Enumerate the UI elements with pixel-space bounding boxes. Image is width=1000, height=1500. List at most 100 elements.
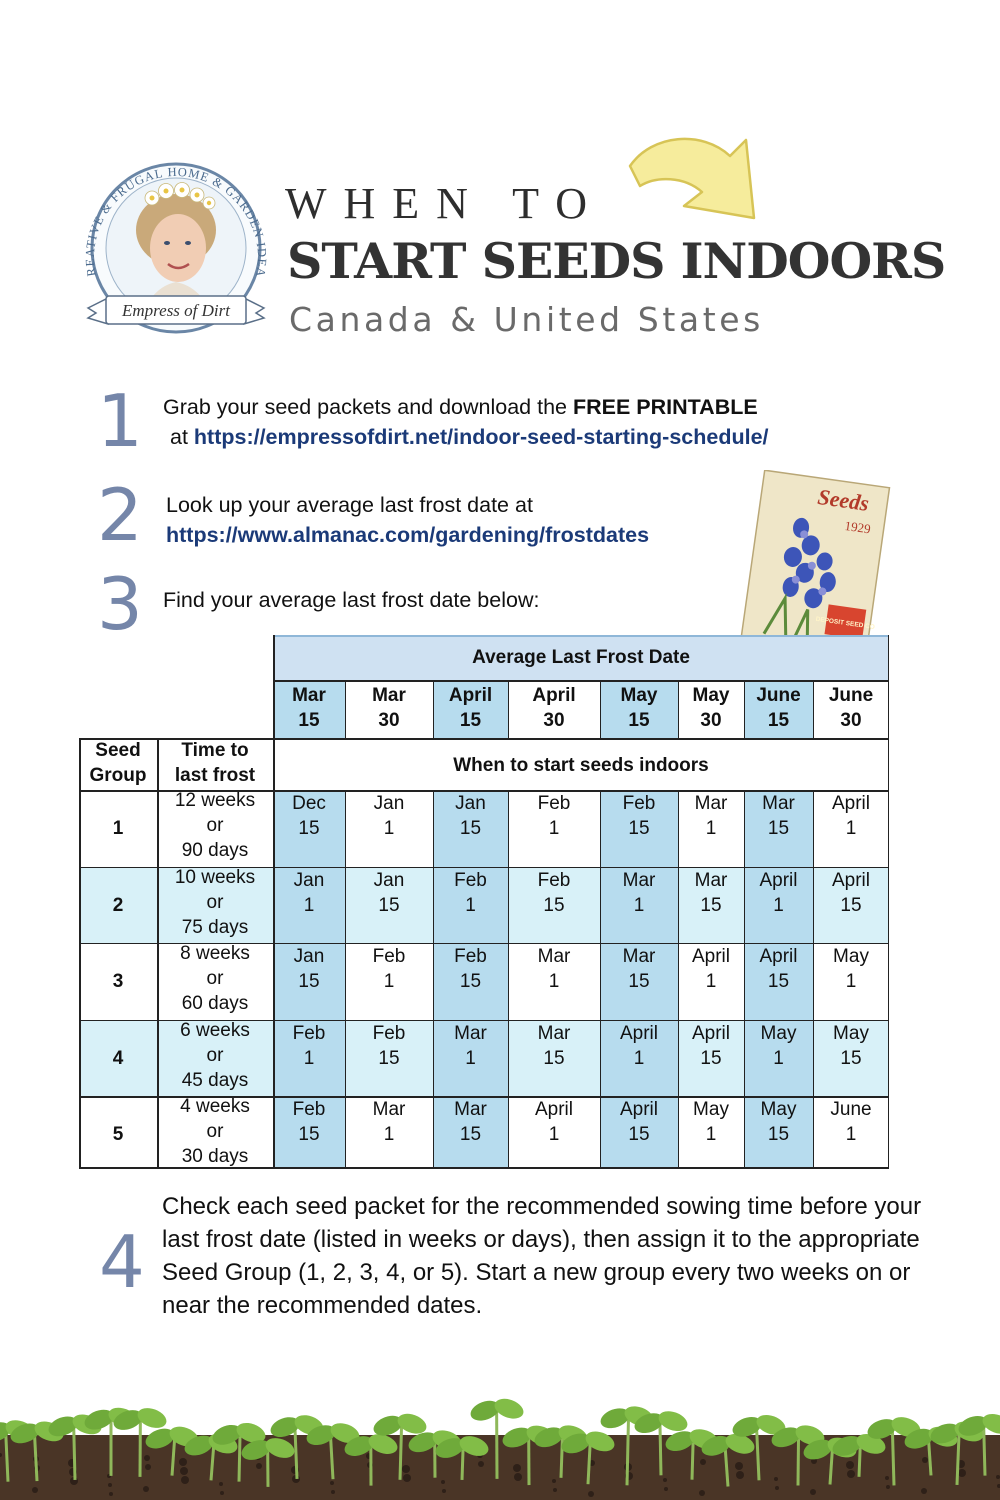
soil-clump [846,1461,854,1469]
highlight-column-bg [600,790,678,1169]
grid-line [79,1019,889,1021]
start-date-cell: Feb 15 [537,869,571,916]
grid-line [345,790,347,1169]
step-2-number: 2 [97,473,143,557]
seedling-leaf [113,1410,143,1430]
frost-date-header: June 30 [828,685,874,731]
seedling-leaf [470,1400,500,1421]
soil-clump [403,1474,411,1482]
seedling-stem [982,1425,987,1476]
grid-line [678,680,680,738]
seedling-leaf [270,1417,300,1437]
grid-line [600,790,602,1169]
highlight-column-bg [433,790,508,1169]
seedling-leaf [534,1427,564,1448]
start-date-cell: Jan 15 [293,946,325,993]
start-indoors-header: When to start seeds indoors [453,755,709,776]
grid-line [433,680,435,738]
seedling-leaf [137,1408,167,1428]
seedling-leaf [658,1411,688,1431]
frost-date-table: Average Last Frost Date Mar 15 Mar 30 April 15… [79,635,889,1169]
empress-of-dirt-logo: CREATIVE & FRUGAL HOME & GARDEN IDEAS Em… [74,148,268,334]
step-4-text: Check each seed packet for the recommend… [162,1193,922,1319]
seedling-leaf [241,1440,271,1460]
step-3-text: Find your average last frost date below: [163,588,540,612]
step-2-label: Look up your average last frost date at [166,493,533,517]
frost-header-label: Average Last Frost Date [472,647,690,668]
seedling-stem [4,1432,10,1482]
seedling-leaf [494,1398,524,1419]
step-1-text: Grab your seed packets and download the … [163,392,883,452]
start-date-cell: April 15 [691,1022,730,1069]
start-date-cell: May 1 [833,946,869,993]
almanac-link[interactable]: https://www.almanac.com/gardening/frostd… [166,523,650,547]
grid-line [79,738,81,1169]
seedling-leaf [184,1435,214,1456]
grid-line [79,1167,889,1169]
soil-clump [180,1467,188,1475]
seedling-leaf [600,1408,630,1429]
step-1-text-before: Grab your seed packets and download the [163,395,573,419]
seedling-stem [293,1427,299,1480]
seed-group-number: 2 [112,894,124,916]
seedling-leaf [665,1431,695,1452]
soil-clump [514,1473,522,1481]
seedling-stem [723,1445,730,1487]
seedling-leaf [265,1438,295,1458]
grid-line [79,790,889,792]
seedling-leaf [48,1416,78,1437]
grid-line [273,635,889,637]
highlight-column-bg [744,680,813,738]
seedling-leaf [832,1435,862,1456]
start-date-cell: Feb 15 [292,1099,326,1146]
seed-group-header: Seed Group [89,740,147,786]
start-date-cell: Mar 15 [694,869,728,916]
seedling-stem [857,1445,862,1477]
seedlings-soil-banner [0,1398,1000,1500]
seedling-leaf [84,1409,114,1430]
seedling-leaf [435,1438,465,1458]
grid-line [79,1096,889,1098]
frost-header-band [273,635,889,680]
start-date-cell: Feb 15 [372,1022,406,1069]
start-date-cell: Feb 15 [454,946,487,993]
soil-clump [847,1470,855,1478]
start-date-cell: Jan 15 [455,793,486,839]
seedling-leaf [344,1436,374,1456]
grid-line [79,866,889,868]
seedling-leaf [212,1424,242,1445]
start-date-cell: Mar 15 [537,1022,571,1069]
highlight-column-bg [273,790,345,1169]
vintage-seed-packet-image: Seeds 1929 DEPOSIT SEED CO [740,470,891,657]
start-date-cell: Mar 15 [454,1099,487,1146]
seedling-stem [72,1426,77,1480]
seedling-stem [796,1437,801,1486]
empressofdirt-link[interactable]: https://empressofdirt.net/indoor-seed-st… [193,425,769,449]
soil-clump [958,1469,966,1477]
seedling-stem [460,1447,465,1480]
start-date-cell: April 15 [759,946,798,993]
subtitle-canada-us: Canada & United States [289,300,764,339]
start-date-cell: April 1 [759,869,798,916]
start-date-cell: Jan 1 [293,869,325,916]
soil-clump [220,1491,224,1495]
soil-clump [0,1453,2,1457]
soil-clump [143,1486,149,1492]
step-1-number: 1 [97,379,143,463]
seedling-leaf [145,1428,175,1449]
soil-clump [219,1482,223,1486]
soil-clump [108,1483,112,1487]
grid-line [678,790,680,1169]
highlight-column-bg [744,790,813,1169]
seedling-leaf [10,1423,40,1444]
start-date-cell: April 15 [831,869,870,916]
start-date-cell: Dec 15 [292,793,326,839]
seedling-leaf [803,1439,833,1460]
frost-date-header: April 30 [532,685,576,731]
soil-clump [402,1465,410,1473]
start-date-cell: April 1 [619,1022,658,1069]
seed-group-number: 4 [112,1047,124,1069]
start-date-cell: May 1 [693,1099,729,1146]
time-to-frost-cell: 6 weeks or 45 days [180,1019,250,1091]
start-date-cell: Feb 1 [537,793,571,839]
